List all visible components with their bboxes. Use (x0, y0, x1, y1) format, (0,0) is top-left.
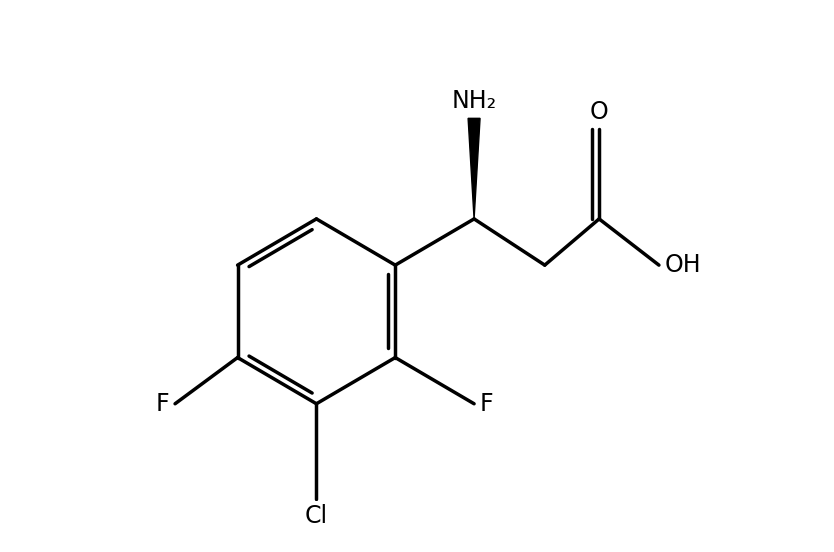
Text: Cl: Cl (305, 505, 328, 528)
Text: F: F (480, 392, 493, 416)
Polygon shape (468, 118, 480, 219)
Text: O: O (590, 100, 609, 124)
Text: OH: OH (665, 253, 701, 277)
Text: F: F (156, 392, 169, 416)
Text: NH₂: NH₂ (451, 89, 497, 113)
